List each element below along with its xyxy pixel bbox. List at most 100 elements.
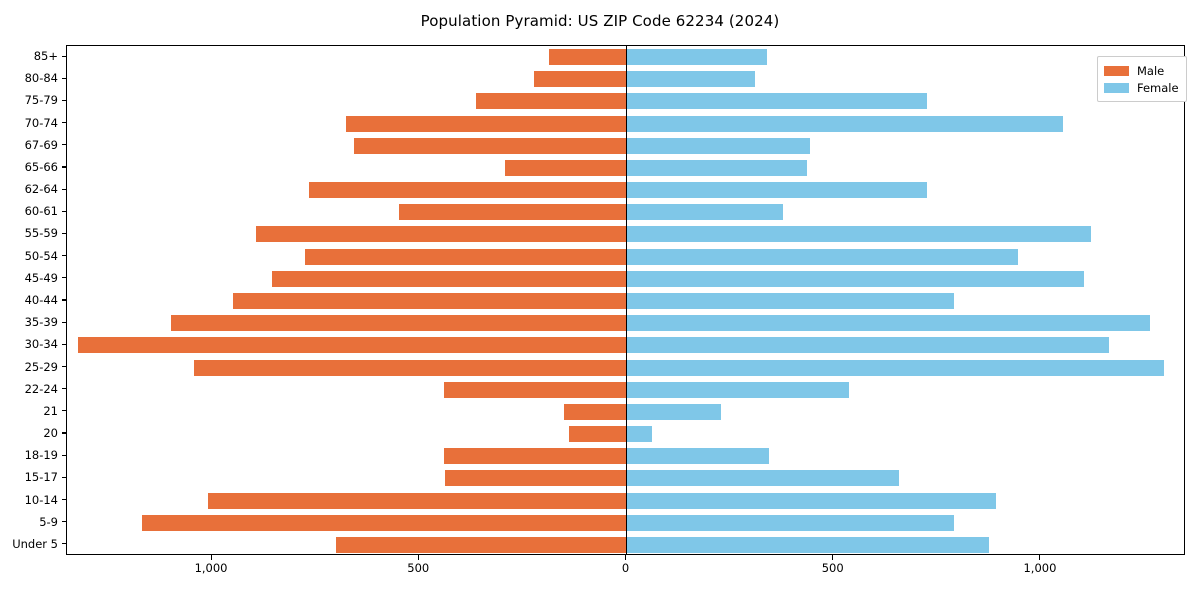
bar-female-under-5 <box>626 536 990 553</box>
chart-legend: Male Female <box>1097 56 1187 102</box>
y-tick-mark <box>62 99 66 101</box>
y-tick-mark <box>62 232 66 235</box>
x-tick-label: 500 <box>407 561 430 575</box>
bar-male-50-54 <box>305 248 627 265</box>
y-tick-mark <box>62 55 66 57</box>
bar-male-22-24 <box>444 381 627 398</box>
legend-entry-female: Female <box>1104 79 1179 96</box>
y-tick-mark <box>62 299 66 301</box>
bar-female-18-19 <box>626 448 770 465</box>
bar-male-62-64 <box>309 182 627 199</box>
x-tick-mark <box>624 555 627 560</box>
bar-male-70-74 <box>346 115 627 132</box>
bar-male-60-61 <box>399 204 627 221</box>
y-tick-label-60-61: 60-61 <box>24 204 58 219</box>
y-tick-mark <box>62 122 66 124</box>
y-tick-label-40-44: 40-44 <box>24 293 58 307</box>
y-tick-label-35-39: 35-39 <box>24 315 58 330</box>
bar-male-10-14 <box>207 492 627 509</box>
y-tick-label-85-: 85+ <box>33 49 58 64</box>
y-tick-label-67-69: 67-69 <box>24 137 58 152</box>
y-tick-mark <box>62 144 66 146</box>
bar-female-60-61 <box>626 204 784 221</box>
x-tick-mark <box>1039 555 1041 560</box>
bar-male-45-49 <box>272 270 627 287</box>
bar-male-67-69 <box>353 137 627 154</box>
bar-male-under-5 <box>336 536 627 553</box>
legend-swatch-male-icon <box>1104 65 1129 76</box>
legend-entry-male: Male <box>1104 62 1179 79</box>
bar-male-40-44 <box>232 293 627 309</box>
bar-male-80-84 <box>533 71 627 88</box>
y-tick-label-25-29: 25-29 <box>24 359 58 374</box>
y-tick-mark <box>62 476 66 478</box>
bar-male-75-79 <box>476 93 627 110</box>
y-tick-mark <box>62 166 66 168</box>
bar-male-25-29 <box>194 359 627 376</box>
y-tick-mark <box>62 321 66 323</box>
y-tick-mark <box>62 410 66 412</box>
legend-label-male: Male <box>1137 63 1165 78</box>
x-axis-tick-labels: 1,000 500 0 500 1,000 <box>0 561 1200 581</box>
bar-female-65-66 <box>626 159 808 176</box>
bar-female-40-44 <box>626 293 954 309</box>
y-tick-mark <box>62 432 66 434</box>
bar-female-30-34 <box>626 337 1110 354</box>
y-tick-label-15-17: 15-17 <box>24 470 58 485</box>
bar-female-5-9 <box>626 514 954 531</box>
y-tick-mark <box>62 277 66 279</box>
y-tick-label-62-64: 62-64 <box>24 182 58 197</box>
y-tick-mark <box>62 543 66 545</box>
y-tick-mark <box>62 365 66 368</box>
bar-female-67-69 <box>626 137 811 154</box>
bar-female-55-59 <box>626 226 1091 243</box>
y-tick-label-5-9: 5-9 <box>39 514 58 529</box>
y-tick-mark <box>62 210 66 212</box>
x-tick-label: 0 <box>621 561 630 575</box>
y-axis-tick-labels: 85+ 80-84 75-79 70-74 67-69 65-66 62-64 60-61 55… <box>0 45 58 555</box>
bar-male-20 <box>569 426 627 443</box>
y-tick-mark <box>62 188 66 190</box>
y-tick-mark <box>62 255 66 257</box>
x-axis-tick-marks <box>0 555 1200 561</box>
legend-label-female: Female <box>1137 80 1179 95</box>
x-tick-mark <box>210 555 212 560</box>
x-tick-mark <box>417 555 419 560</box>
y-tick-label-80-84: 80-84 <box>24 71 58 86</box>
bar-male-55-59 <box>255 226 627 243</box>
bar-female-10-14 <box>626 492 997 509</box>
y-tick-mark <box>62 499 66 501</box>
y-tick-mark <box>62 521 66 523</box>
y-tick-mark <box>62 343 66 345</box>
bar-male-65-66 <box>504 159 627 176</box>
bar-male-18-19 <box>444 448 627 465</box>
bar-female-21 <box>626 403 721 420</box>
y-tick-mark <box>62 77 66 79</box>
bars-layer <box>67 46 1184 554</box>
legend-swatch-female-icon <box>1104 82 1129 93</box>
bar-female-22-24 <box>626 381 850 398</box>
bar-female-85- <box>626 49 767 66</box>
bar-male-5-9 <box>141 514 627 531</box>
bar-female-20 <box>626 426 652 443</box>
x-tick-mark <box>832 555 834 560</box>
y-tick-label-70-74: 70-74 <box>24 115 58 130</box>
y-tick-label-65-66: 65-66 <box>24 159 58 174</box>
bar-male-30-34 <box>77 337 627 354</box>
y-tick-label-30-34: 30-34 <box>24 337 58 352</box>
bar-female-35-39 <box>626 315 1150 332</box>
y-tick-label-75-79: 75-79 <box>24 93 58 108</box>
bar-male-21 <box>564 403 627 420</box>
x-tick-label: 1,000 <box>194 561 228 575</box>
y-tick-label-21: 21 <box>43 403 58 418</box>
y-tick-label-under-5: Under 5 <box>12 536 58 551</box>
bar-male-15-17 <box>444 470 627 487</box>
chart-title: Population Pyramid: US ZIP Code 62234 (2… <box>420 12 780 30</box>
bar-female-80-84 <box>626 71 756 88</box>
bar-male-35-39 <box>170 315 627 332</box>
bar-female-45-49 <box>626 270 1085 287</box>
y-tick-mark <box>62 454 66 456</box>
bar-female-70-74 <box>626 115 1064 132</box>
y-tick-label-50-54: 50-54 <box>24 248 58 263</box>
